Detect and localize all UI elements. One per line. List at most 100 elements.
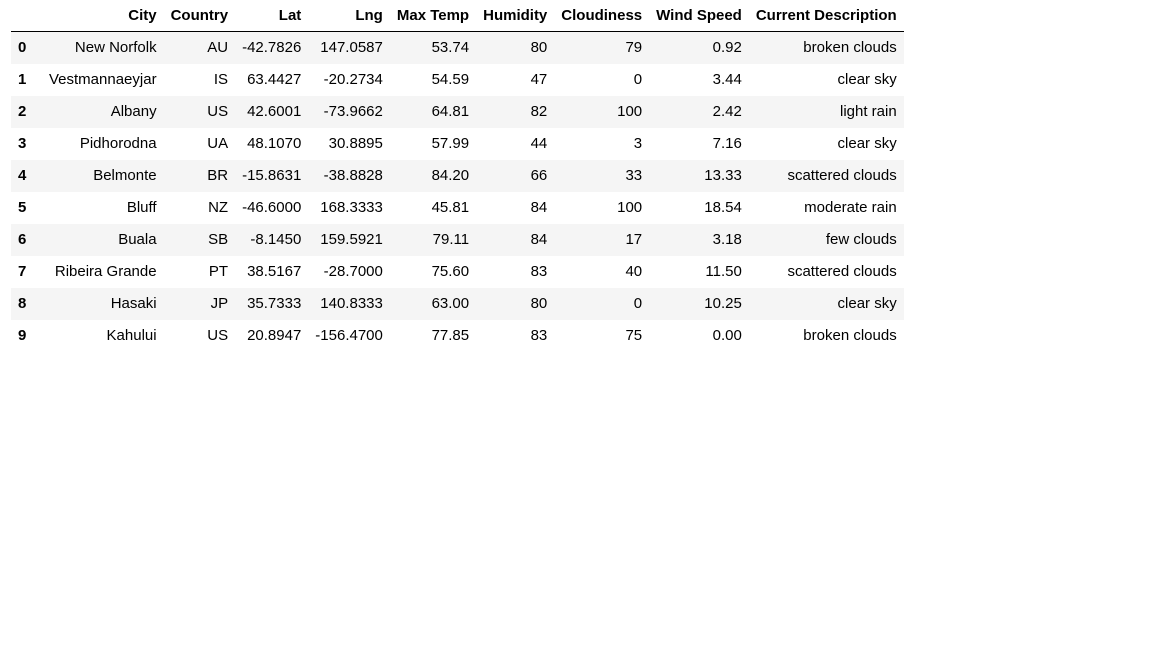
cell-city: Vestmannaeyjar (49, 71, 157, 88)
cell-wind-speed: 18.54 (704, 199, 742, 216)
cell-cloudiness: 75 (625, 327, 643, 344)
cell-max-temp: 53.74 (431, 39, 470, 57)
cell-country: JP (210, 295, 229, 312)
cell-city: Pidhorodna (79, 135, 157, 152)
header-row: City Country Lat Lng Max Temp Humidity C… (11, 0, 904, 32)
cell-humidity: 80 (530, 295, 548, 312)
cell-lng: 140.8333 (320, 295, 383, 312)
cell-wind-speed: 0.00 (712, 327, 742, 344)
cell-max-temp: 84.20 (431, 167, 470, 184)
cell-wind-speed: 7.16 (712, 135, 742, 152)
table-row: 7 Ribeira Grande PT 38.5167 -28.7000 75.60 83 4… (11, 255, 904, 288)
table-row: 0 New Norfolk AU -42.7826 147.0587 53.74 80 79 0… (11, 31, 904, 64)
cell-lat: 35.7333 (247, 295, 302, 312)
cell-cloudiness: 79 (625, 39, 643, 57)
cell-cloudiness: 0 (633, 295, 643, 312)
row-index: 7 (18, 263, 27, 280)
cell-lng: 159.5921 (320, 231, 383, 248)
cell-country: IS (213, 71, 229, 88)
column-header-cloudiness: Cloudiness (554, 0, 650, 32)
row-index: 6 (18, 231, 27, 248)
cell-country: US (207, 103, 229, 120)
cell-lng: -20.2734 (323, 71, 383, 88)
cell-lng: -28.7000 (323, 263, 383, 280)
table-row: 6 Buala SB -8.1450 159.5921 79.11 84 17 3.18 few … (11, 223, 904, 256)
cell-current-description: clear sky (837, 71, 897, 88)
row-index: 3 (18, 135, 27, 152)
cell-lng: -73.9662 (323, 103, 383, 120)
row-index: 4 (18, 167, 27, 184)
cell-lat: -46.6000 (242, 199, 302, 216)
cell-current-description: light rain (840, 103, 897, 120)
cell-current-description: few clouds (825, 231, 897, 248)
cell-current-description: broken clouds (803, 39, 897, 57)
cell-current-description: clear sky (837, 295, 897, 312)
cell-wind-speed: 13.33 (704, 167, 742, 184)
cell-cloudiness: 17 (625, 231, 643, 248)
cell-humidity: 83 (530, 263, 548, 280)
row-index: 2 (18, 103, 27, 120)
cell-lat: -8.1450 (250, 231, 302, 248)
cell-current-description: broken clouds (803, 327, 897, 344)
table-row: 8 Hasaki JP 35.7333 140.8333 63.00 80 0 10.25 cle… (11, 287, 904, 320)
table-row: 4 Belmonte BR -15.8631 -38.8828 84.20 66 33 13.3… (11, 159, 904, 192)
cell-city: Belmonte (93, 167, 157, 184)
cell-humidity: 84 (530, 231, 548, 248)
cell-wind-speed: 2.42 (712, 103, 742, 120)
table-header: City Country Lat Lng Max Temp Humidity C… (11, 0, 904, 32)
cell-lng: 147.0587 (320, 39, 383, 57)
cell-cloudiness: 0 (633, 71, 643, 88)
cell-lat: 63.4427 (247, 71, 302, 88)
column-header-max-temp: Max Temp (389, 0, 477, 32)
index-header (11, 0, 42, 32)
table-row: 3 Pidhorodna UA 48.1070 30.8895 57.99 44 3 7.16 c… (11, 127, 904, 160)
cell-city: Buala (118, 231, 157, 248)
row-index: 1 (18, 71, 27, 88)
cell-humidity: 47 (530, 71, 548, 88)
cell-cloudiness: 33 (625, 167, 643, 184)
cell-wind-speed: 3.18 (712, 231, 742, 248)
cell-max-temp: 77.85 (431, 327, 470, 344)
cell-city: New Norfolk (74, 39, 157, 57)
cell-max-temp: 45.81 (431, 199, 470, 216)
cell-humidity: 80 (530, 39, 548, 57)
cell-lat: 38.5167 (247, 263, 302, 280)
cell-wind-speed: 11.50 (705, 263, 742, 280)
cell-city: Hasaki (110, 295, 157, 312)
cell-lat: 48.1070 (247, 135, 302, 152)
cell-current-description: moderate rain (804, 199, 897, 216)
cell-wind-speed: 10.25 (704, 295, 742, 312)
row-index: 5 (18, 199, 27, 216)
cell-country: NZ (208, 199, 229, 216)
cell-humidity: 66 (530, 167, 548, 184)
cell-wind-speed: 3.44 (712, 71, 742, 88)
cell-max-temp: 64.81 (431, 103, 470, 120)
cell-current-description: clear sky (837, 135, 897, 152)
table-row: 2 Albany US 42.6001 -73.9662 64.81 82 100 2.42 li… (11, 95, 904, 128)
cell-cloudiness: 100 (617, 103, 643, 120)
table-row: 9 Kahului US 20.8947 -156.4700 77.85 83 75 0.00 b… (11, 319, 904, 352)
cell-max-temp: 75.60 (431, 263, 470, 280)
table-body: 0 New Norfolk AU -42.7826 147.0587 53.74 80 79 0… (11, 31, 904, 352)
column-header-lat: Lat (235, 0, 309, 32)
row-index: 8 (18, 295, 27, 312)
cell-humidity: 82 (530, 103, 548, 120)
cell-city: Bluff (126, 199, 157, 216)
cell-country: SB (208, 231, 229, 248)
cell-humidity: 84 (530, 199, 548, 216)
cell-cloudiness: 100 (617, 199, 643, 216)
cell-city: Kahului (106, 327, 157, 344)
column-header-current-description: Current Description (748, 0, 904, 32)
column-header-lng: Lng (308, 0, 390, 32)
cell-lat: 42.6001 (247, 103, 302, 120)
cell-max-temp: 63.00 (431, 295, 470, 312)
cell-current-description: scattered clouds (787, 167, 897, 184)
cell-lng: 168.3333 (320, 199, 383, 216)
cell-max-temp: 57.99 (431, 135, 470, 152)
table-row: 5 Bluff NZ -46.6000 168.3333 45.81 84 100 18.54 m… (11, 191, 904, 224)
cell-lat: 20.8947 (247, 327, 302, 344)
cell-country: UA (207, 135, 229, 152)
cell-max-temp: 54.59 (431, 71, 470, 88)
cell-humidity: 44 (530, 135, 548, 152)
cell-city: Ribeira Grande (54, 263, 157, 280)
